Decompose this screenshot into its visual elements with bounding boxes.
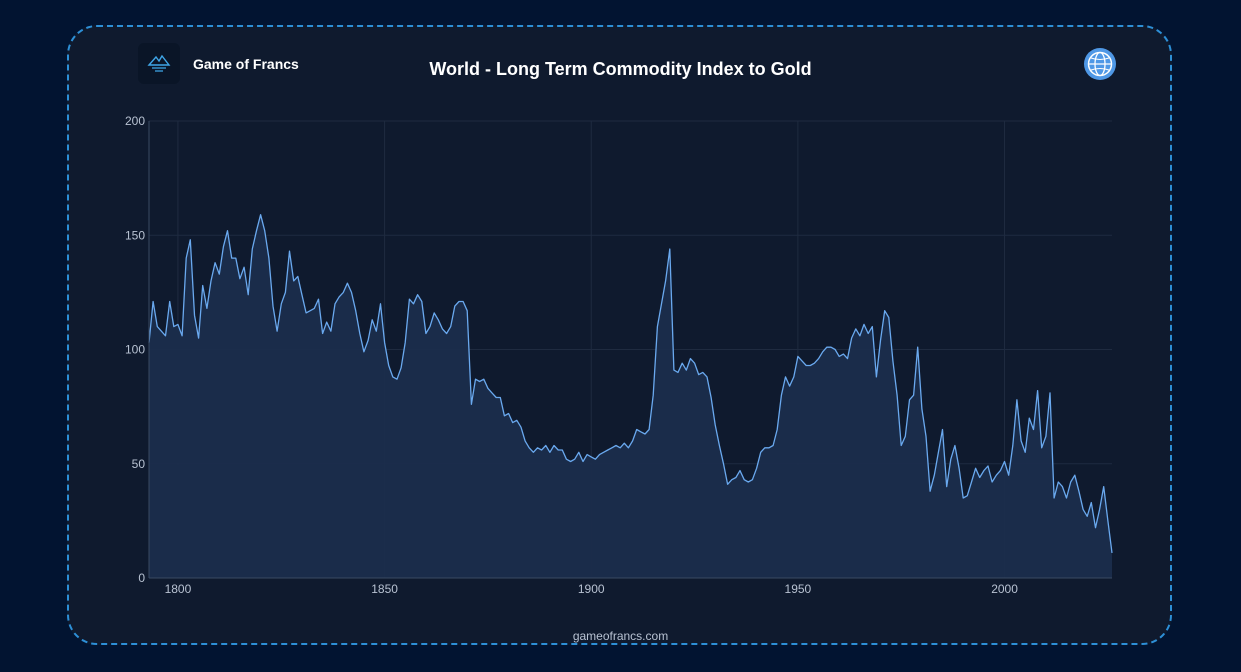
x-tick-label: 1800 [165, 582, 192, 596]
chart-area-fill [149, 214, 1112, 578]
chart-title: World - Long Term Commodity Index to Gol… [429, 59, 812, 79]
x-tick-label: 2000 [991, 582, 1018, 596]
x-tick-label: 1900 [578, 582, 605, 596]
x-tick-label: 1850 [371, 582, 398, 596]
globe-icon [1084, 48, 1116, 80]
mountain-logo-icon [147, 54, 171, 72]
brand-name: Game of Francs [193, 56, 299, 72]
y-tick-label: 100 [125, 343, 145, 357]
y-tick-label: 0 [138, 571, 145, 585]
footer-url[interactable]: gameofrancs.com [572, 629, 669, 643]
y-tick-label: 50 [132, 457, 146, 471]
y-tick-label: 200 [125, 114, 145, 128]
y-tick-label: 150 [125, 228, 145, 242]
x-tick-label: 1950 [785, 582, 812, 596]
globe-button[interactable] [1083, 47, 1117, 81]
chart-series-line [148, 214, 1113, 553]
logo[interactable] [138, 43, 180, 84]
